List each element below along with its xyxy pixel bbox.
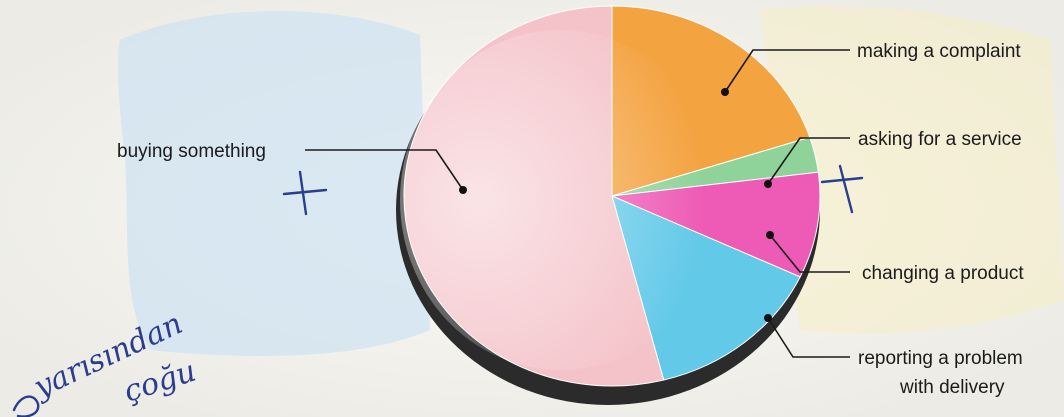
leader-dot-asking-for-a-service	[764, 180, 772, 188]
leader-lines	[305, 49, 850, 358]
label-changing-a-product: changing a product	[862, 263, 1024, 284]
label-making-a-complaint: making a complaint	[857, 41, 1021, 62]
leader-dot-making-a-complaint	[721, 88, 729, 96]
label-reporting-a-problem-line2: with delivery	[899, 377, 1005, 398]
leader-dots	[459, 88, 774, 322]
yellow-tint-patch	[760, 6, 1064, 334]
handwritten-plus-left	[282, 170, 328, 216]
leader-dot-reporting-a-problem	[764, 314, 772, 322]
leader-line-changing-a-product	[769, 234, 850, 273]
handwritten-circle-mark	[12, 395, 40, 417]
label-reporting-a-problem-line1: reporting a problem	[858, 348, 1023, 369]
leader-line-reporting-a-problem	[767, 317, 850, 358]
label-asking-for-a-service: asking for a service	[858, 129, 1022, 150]
leader-line-buying-something	[305, 149, 464, 191]
leader-line-making-a-complaint	[724, 49, 850, 93]
pie-highlight	[400, 30, 720, 370]
label-buying-something: buying something	[117, 141, 266, 162]
leader-dot-buying-something	[459, 186, 467, 194]
handwritten-plus-right	[820, 164, 864, 214]
leader-line-asking-for-a-service	[767, 137, 850, 185]
blue-tint-patch	[117, 11, 431, 356]
leader-dot-changing-a-product	[766, 231, 774, 239]
